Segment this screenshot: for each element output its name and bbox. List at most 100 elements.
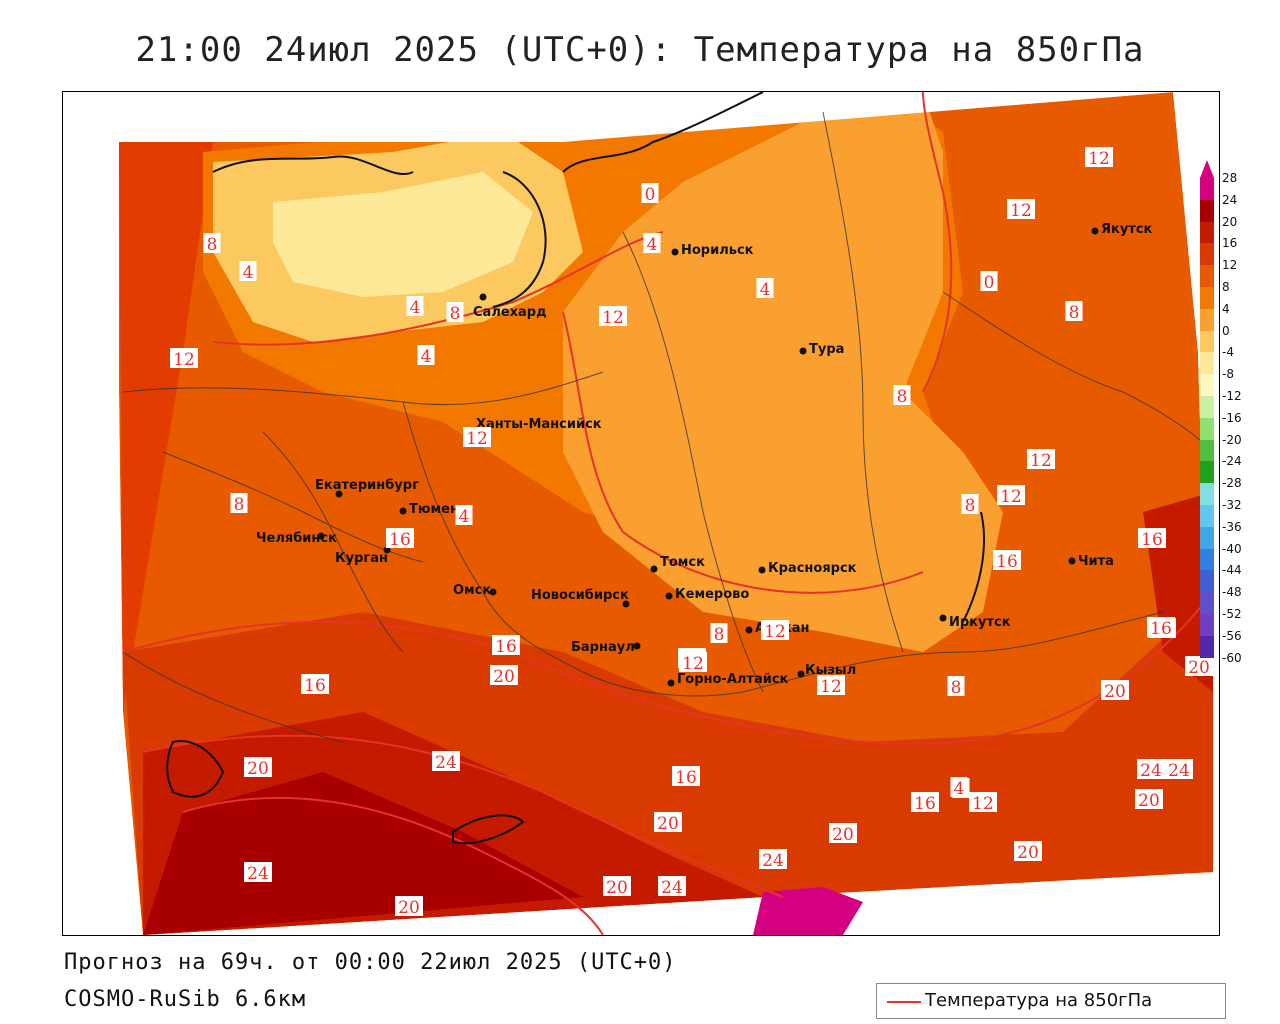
coastline [562,92,764,173]
colorbar-tick-label: -4 [1222,345,1234,360]
colorbar-tick-label: -56 [1222,628,1242,643]
lake-baikal [962,511,985,623]
isotherm-label-bg [710,623,728,643]
isotherm-label: 8 [897,387,908,407]
isotherm-label-bg [911,792,939,812]
colorbar-tick-label: -40 [1222,541,1242,556]
isotherm-label: 20 [657,814,679,834]
colorbar-tick-label: 28 [1222,171,1238,185]
isotherm-labels: 12 12 0 4 8 4 4 0 4 8 12 8 4 12 8 12 12 8 4 8 12 16 16 8 16 20 16 2… [170,147,1213,918]
cool-zone-central [563,92,1003,652]
border-line [122,371,604,406]
colorbar-segment [1200,243,1214,266]
isotherm-label: 20 [1188,658,1210,678]
isotherm-label: 16 [389,530,411,550]
isotherm-label: 0 [984,273,995,293]
isotherm-label: 4 [760,280,771,300]
isotherm-label: 12 [820,677,842,697]
colorbar-segment [1200,352,1214,375]
colorbar-tick-label: -60 [1222,650,1242,665]
outside-domain-north [63,92,1219,142]
map-title: 21:00 24июл 2025 (UTC+0): Температура на… [135,30,1145,70]
warm-zone-west [119,142,213,712]
isotherm-label-bg [417,345,435,365]
border-line [822,111,904,653]
isotherm-label-bg [244,862,272,882]
colorbar-cap [1200,160,1214,178]
isotherm-label: 20 [1138,791,1160,811]
colorbar-tick-label: 24 [1222,192,1238,207]
isotherm-label: 4 [954,779,965,799]
coastline [212,155,414,175]
isotherm-label: 16 [1141,530,1163,550]
city-label: Якутск [1101,222,1153,237]
isotherm-lines [122,92,1214,935]
isotherm-line [922,92,953,393]
colorbar-tick-label: -36 [1222,519,1242,534]
city-label: Иркутск [949,615,1011,630]
border-line [582,611,1164,697]
city-label: Кемерово [675,587,749,602]
admin-borders [122,111,1214,743]
isotherm-label-bg [603,876,631,896]
isotherm-line [182,796,604,935]
isotherm-label-bg [1101,680,1129,700]
colorbar-tick-label: -44 [1222,563,1242,578]
city-dot [745,626,753,634]
isotherm-label: 12 [1088,149,1110,169]
isotherm-label: 8 [234,495,245,515]
isotherm-label: 8 [1069,303,1080,323]
colorbar-tick-label: 4 [1222,301,1230,316]
isotherm-label-bg [658,876,686,896]
colorbar-tick-label: -32 [1222,498,1242,512]
isotherm-label: 8 [951,678,962,698]
isotherm-label-bg [961,494,979,514]
colorbar-segment [1200,614,1214,636]
city-label: Барнаул [571,640,635,655]
isotherm-label-bg [817,675,845,695]
isotherm-label: 16 [675,768,697,788]
city-label: Чита [1078,554,1114,569]
forecast-info: Прогноз на 69ч. от 00:00 22июл 2025 (UTC… [64,950,677,975]
cold-zone-yamal [273,172,533,297]
colorbar-segment [1200,221,1214,244]
isotherm-label-bg [244,757,272,777]
isotherm-line [562,311,924,594]
isotherm-label: 12 [972,794,994,814]
colorbar-segment [1200,570,1214,593]
city-dot [383,546,391,554]
isotherm-label: 12 [602,308,624,328]
colorbar-tick-label: -16 [1222,410,1242,425]
isotherm-label-bg [1147,617,1175,637]
isotherm-label-bg [1138,528,1166,548]
city-label: Кызыл [805,663,856,678]
city-dot [1091,227,1099,235]
isotherm-label: 24 [762,851,784,871]
isotherm-label-bg [643,233,661,253]
isotherm-label: 20 [832,825,854,845]
city-dot [758,566,766,574]
colorbar-segment [1200,396,1214,418]
isotherm-label-bg [203,233,221,253]
isotherm-label-bg [641,183,659,203]
city-dot [650,565,658,573]
isotherm-label: 12 [173,350,195,370]
city-label: Томск [660,555,705,570]
colorbar-tick-label: 8 [1222,280,1230,294]
isotherm-label: 20 [606,878,628,898]
colorbar-tick-label: 20 [1222,214,1238,229]
city-label: Екатеринбург [315,478,419,493]
isotherm-line [142,734,784,898]
city-label: Салехард [473,305,547,320]
isotherm-label-bg [893,385,911,405]
city-dot [622,600,630,608]
isotherm-label-bg [761,620,789,640]
isotherm-label: 8 [965,496,976,516]
city-label: Челябинск [256,531,337,546]
extreme-hot-spot [753,887,863,935]
colorbar-tick-label: -8 [1222,367,1234,382]
isotherm-label-bg [599,306,627,326]
colorbar-tick-label: -20 [1222,432,1242,447]
city-dot [671,248,679,256]
isotherm-label: 20 [247,759,269,779]
